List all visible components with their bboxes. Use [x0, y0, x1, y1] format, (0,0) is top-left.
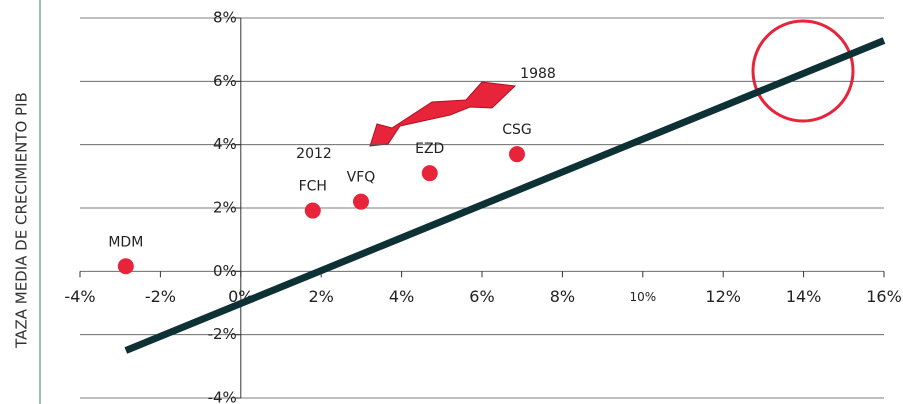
trend-line	[124, 37, 886, 354]
x-tick-label: 2%	[309, 287, 334, 306]
point-label: MDM	[108, 234, 143, 250]
y-tick-label: 8%	[213, 9, 237, 27]
x-tick-label: 8%	[550, 287, 575, 306]
x-tick-label: 14%	[786, 287, 822, 306]
point	[421, 165, 438, 182]
point-label: CSG	[502, 122, 532, 138]
y-tick-label: 0%	[213, 262, 237, 280]
x-tick-label: 6%	[469, 287, 494, 306]
y-axis-label: TAZA MEDIA DE CRECIMIENTO PIB	[13, 92, 31, 349]
y-tick-label: -4%	[208, 389, 237, 404]
point	[117, 258, 134, 275]
point-label: VFQ	[347, 170, 376, 186]
annotation: 1988	[520, 66, 556, 82]
point-label: FCH	[299, 179, 327, 195]
y-tick-label: 6%	[213, 72, 237, 90]
point-label: EZD	[415, 141, 444, 157]
x-tick-label: -4%	[64, 287, 95, 306]
x-tick-label: 10%	[629, 290, 656, 304]
y-tick-label: 4%	[213, 135, 237, 153]
point	[304, 202, 321, 219]
point	[352, 193, 369, 210]
y-tick-label: 2%	[213, 199, 237, 217]
highlight-circle	[751, 19, 855, 123]
x-tick-label: 16%	[866, 287, 902, 306]
x-tick-label: 12%	[705, 287, 741, 306]
x-tick-label: 4%	[389, 287, 414, 306]
x-tick-label: -2%	[145, 287, 176, 306]
annotation: 2012	[296, 146, 332, 162]
arrow	[369, 81, 517, 147]
point	[508, 146, 525, 163]
y-tick-label: -2%	[208, 325, 237, 343]
